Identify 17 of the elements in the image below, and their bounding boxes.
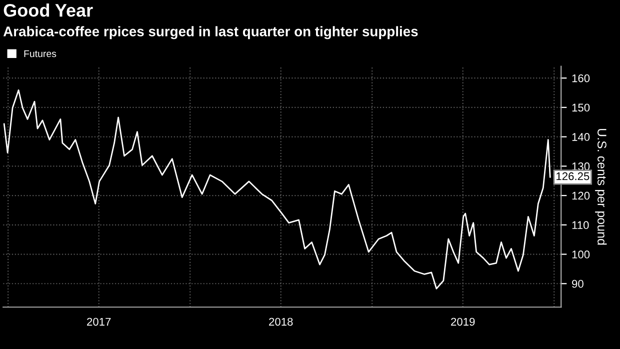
- y-tick-label: 160: [572, 74, 590, 82]
- y-tick-label: 130: [572, 162, 590, 170]
- legend-label: Futures: [24, 50, 56, 58]
- annotation: 126.25: [556, 172, 590, 180]
- chart-subtitle: Arabica-coffee rpices surged in last quarter on tighter supplies: [3, 26, 418, 40]
- y-tick-label: 150: [572, 104, 590, 112]
- line-series: [3, 89, 551, 290]
- x-tick-label: 2019: [451, 318, 475, 326]
- x-tick-label: 2018: [269, 318, 293, 326]
- chart-title: Good Year: [4, 3, 93, 17]
- y-tick-label: 90: [572, 280, 584, 288]
- y-tick-label: 110: [572, 221, 589, 230]
- y-tick-label: 140: [572, 133, 590, 141]
- y-tick-label: 120: [572, 192, 590, 200]
- x-tick-label: 2017: [87, 318, 111, 326]
- y-tick-label: 100: [572, 250, 590, 258]
- y-axis-title: U.S. cents per pound: [595, 128, 607, 245]
